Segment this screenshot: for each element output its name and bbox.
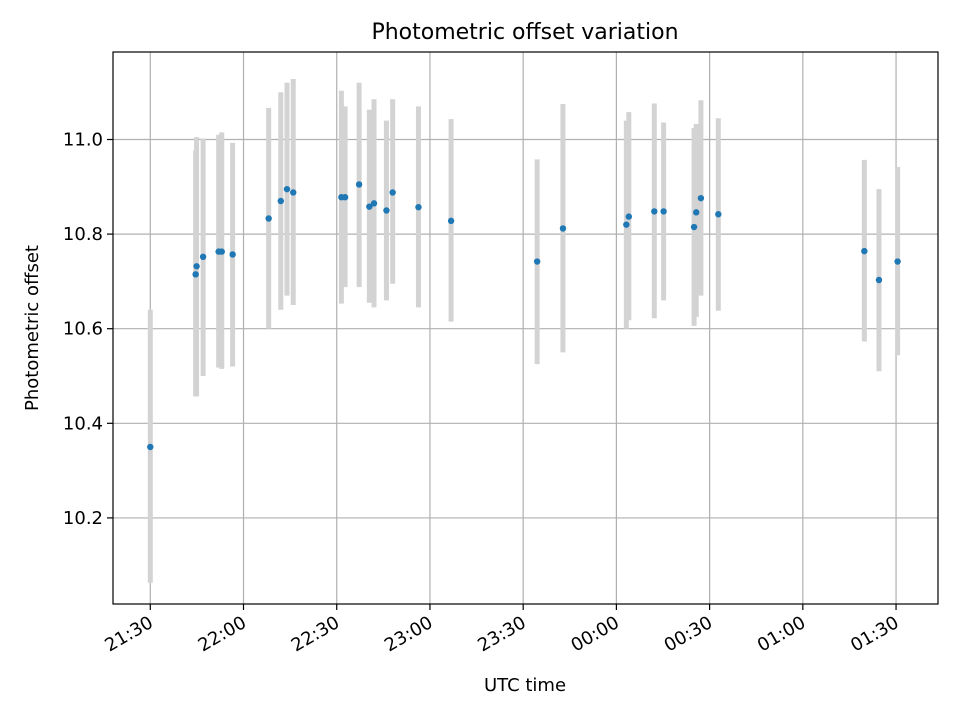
data-point [229,251,236,258]
data-point [389,189,396,196]
data-point [875,276,883,284]
data-point [447,217,455,225]
y-axis: 10.2 10.4 10.6 10.8 11.0 [63,130,113,529]
plot-frame [112,51,939,605]
data-point [715,211,722,218]
data-point [697,194,705,202]
y-tick-label: 10.6 [63,319,103,340]
data-point [894,258,901,265]
data-point [660,208,667,215]
data-point [693,209,700,216]
data-point [623,221,630,228]
data-point [533,258,541,265]
y-tick-label: 10.8 [63,224,103,245]
data-points [147,181,901,451]
data-point [277,197,284,205]
data-point [147,443,154,451]
y-tick-label: 10.2 [63,508,103,529]
y-tick-label: 10.4 [63,413,103,434]
data-point [559,225,567,232]
data-point [341,194,349,201]
data-point [192,271,199,278]
data-point [283,185,291,193]
data-point [218,248,225,255]
data-point [690,223,698,231]
x-axis-label: UTC time [484,675,566,696]
data-point [651,208,658,215]
data-point [383,207,390,214]
y-axis-label: Photometric offset [22,245,43,411]
data-point [861,247,868,255]
data-point [199,253,207,261]
data-point [370,200,378,207]
data-point [290,189,297,196]
data-point [193,263,200,270]
chart-title: Photometric offset variation [371,20,678,45]
data-point [366,203,373,210]
data-point [415,203,422,211]
data-point [355,181,363,188]
data-point [625,213,633,220]
y-tick-label: 11.0 [63,130,103,151]
data-point [265,215,272,222]
